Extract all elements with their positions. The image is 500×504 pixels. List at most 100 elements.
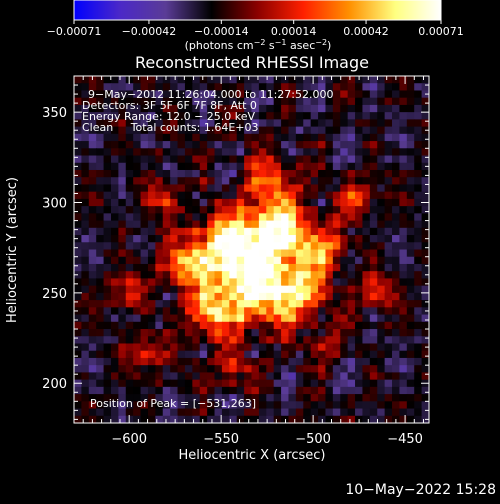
- heatmap-cell: [133, 206, 142, 214]
- heatmap-cell: [184, 162, 193, 171]
- heatmap-cell: [266, 133, 275, 142]
- heatmap-cell: [81, 141, 90, 149]
- heatmap-cell: [332, 292, 341, 301]
- heatmap-cell: [81, 220, 90, 229]
- colorbar-ticks: −0.00071 −0.00042 −0.00014 0.00014 0.00042 0.…: [47, 20, 464, 38]
- heatmap-cell: [273, 379, 282, 388]
- heatmap-cell: [318, 235, 327, 243]
- heatmap-cell: [96, 227, 105, 236]
- heatmap-cell: [303, 394, 312, 402]
- heatmap-cell: [81, 191, 90, 200]
- heatmap-cell: [303, 357, 312, 366]
- heatmap-cell: [155, 350, 164, 359]
- heatmap-cell: [118, 271, 127, 280]
- heatmap-cell: [295, 329, 304, 337]
- heatmap-cell: [347, 184, 356, 193]
- heatmap-cell: [332, 350, 341, 359]
- heatmap-cell: [288, 213, 297, 222]
- heatmap-cell: [414, 177, 423, 186]
- timestamp-footer: 10−May−2022 15:28: [345, 482, 496, 498]
- heatmap-cell: [295, 76, 304, 84]
- heatmap-cell: [251, 307, 260, 316]
- heatmap-cell: [295, 415, 304, 423]
- heatmap-cell: [118, 206, 127, 214]
- heatmap-cell: [125, 220, 134, 229]
- heatmap-cell: [177, 336, 186, 345]
- x-tick-label: −550: [203, 432, 239, 447]
- heatmap-cell: [310, 191, 319, 200]
- heatmap-cell: [288, 76, 297, 84]
- heatmap-cell: [340, 90, 349, 99]
- heatmap-cell: [295, 126, 304, 135]
- heatmap-cell: [273, 206, 282, 214]
- heatmap-cell: [421, 141, 429, 149]
- heatmap-cell: [362, 191, 371, 200]
- heatmap-cell: [155, 90, 164, 99]
- heatmap-cell: [74, 350, 82, 359]
- heatmap-cell: [310, 213, 319, 222]
- heatmap-cell: [362, 329, 371, 337]
- heatmap-cell: [273, 155, 282, 164]
- heatmap-cell: [125, 235, 134, 243]
- heatmap-cell: [258, 415, 267, 423]
- heatmap-cell: [221, 365, 230, 373]
- heatmap-cell: [133, 213, 142, 222]
- heatmap-cell: [377, 191, 386, 200]
- heatmap-cell: [170, 112, 179, 120]
- heatmap-cell: [125, 365, 134, 373]
- heatmap-cell: [147, 372, 156, 381]
- heatmap-cell: [332, 365, 341, 373]
- heatmap-cell: [332, 242, 341, 251]
- heatmap-cell: [281, 329, 290, 337]
- heatmap-cell: [177, 213, 186, 222]
- heatmap-cell: [406, 177, 415, 186]
- heatmap-cell: [340, 148, 349, 157]
- heatmap-cell: [281, 119, 290, 128]
- heatmap-cell: [162, 126, 171, 135]
- heatmap-cell: [192, 112, 201, 120]
- heatmap-cell: [244, 112, 253, 120]
- heatmap-cell: [251, 133, 260, 142]
- heatmap-cell: [125, 336, 134, 345]
- heatmap-cell: [362, 321, 371, 330]
- heatmap-cell: [236, 119, 245, 128]
- heatmap-cell: [377, 213, 386, 222]
- heatmap-cell: [110, 256, 119, 265]
- annotation-energy-range: Energy Range: 12.0 − 25.0 keV: [82, 110, 256, 123]
- heatmap-cell: [318, 126, 327, 135]
- heatmap-cell: [377, 300, 386, 308]
- heatmap-cell: [207, 415, 216, 423]
- heatmap-cell: [244, 76, 253, 84]
- heatmap-cell: [362, 256, 371, 265]
- heatmap-cell: [88, 148, 97, 157]
- heatmap-cell: [110, 90, 119, 99]
- heatmap-cell: [96, 148, 105, 157]
- heatmap-cell: [140, 198, 149, 207]
- heatmap-cell: [288, 307, 297, 316]
- heatmap-cell: [184, 357, 193, 366]
- heatmap-cell: [221, 256, 230, 265]
- heatmap-cell: [347, 379, 356, 388]
- heatmap-cell: [332, 83, 341, 92]
- heatmap-cell: [236, 169, 245, 178]
- heatmap-cell: [140, 372, 149, 381]
- heatmap-cell: [147, 365, 156, 373]
- heatmap-cell: [162, 379, 171, 388]
- heatmap-cell: [347, 162, 356, 171]
- heatmap-cell: [332, 155, 341, 164]
- heatmap-cell: [199, 292, 208, 301]
- heatmap-cell: [177, 90, 186, 99]
- heatmap-cell: [244, 249, 253, 258]
- heatmap-cell: [244, 357, 253, 366]
- heatmap-cell: [110, 401, 119, 410]
- heatmap-cell: [133, 133, 142, 142]
- heatmap-cell: [207, 329, 216, 337]
- heatmap-cell: [318, 401, 327, 410]
- heatmap-cell: [81, 148, 90, 157]
- heatmap-cell: [392, 184, 401, 193]
- heatmap-cell: [110, 155, 119, 164]
- heatmap-cell: [377, 133, 386, 142]
- heatmap-cell: [88, 372, 97, 381]
- heatmap-cell: [81, 177, 90, 186]
- heatmap-cell: [318, 206, 327, 214]
